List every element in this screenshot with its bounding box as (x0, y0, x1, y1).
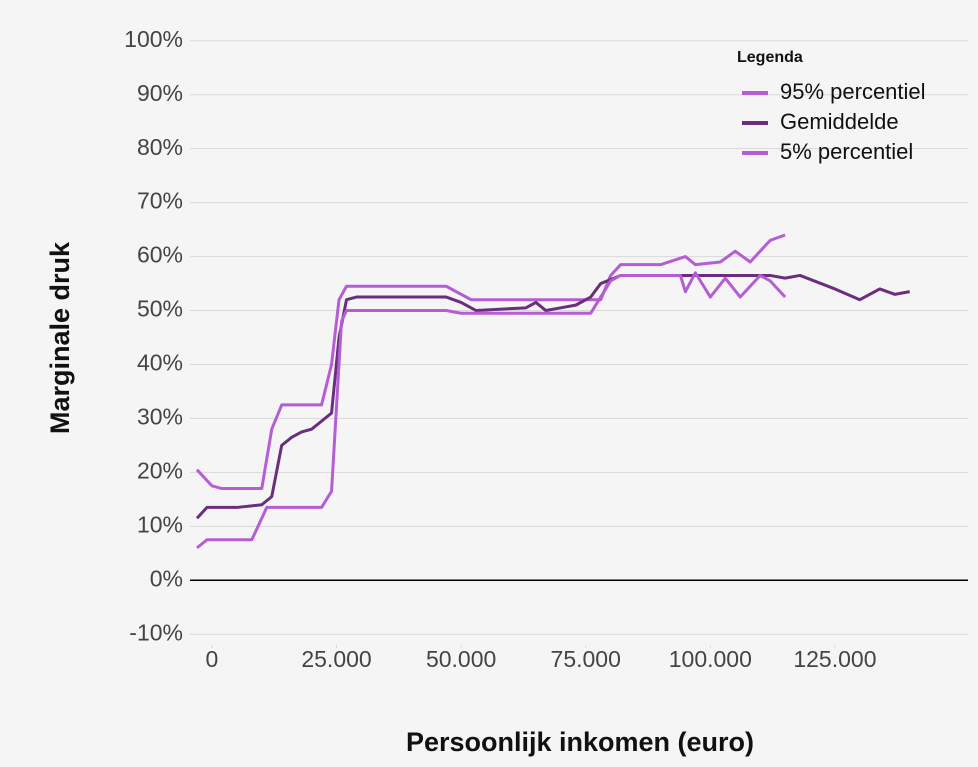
legend-label: 5% percentiel (780, 139, 913, 164)
x-tick-label: 75.000 (551, 646, 621, 672)
y-tick-label: 10% (137, 511, 183, 537)
x-tick-label: 125.000 (793, 646, 876, 672)
y-tick-label: 0% (150, 565, 183, 591)
y-tick-label: 100% (124, 26, 183, 52)
legend-title: Legenda (737, 49, 803, 66)
y-axis-label: Marginale druk (45, 241, 75, 434)
series-line (196, 271, 787, 550)
y-tick-label: 90% (137, 80, 183, 106)
y-tick-label: 20% (137, 457, 183, 483)
y-tick-label: -10% (129, 619, 183, 645)
y-tick-label: 40% (137, 350, 183, 376)
y-tick-label: 50% (137, 296, 183, 322)
x-tick-label: 50.000 (426, 646, 496, 672)
x-tick-label: 0 (206, 646, 219, 672)
series-line (195, 233, 786, 491)
y-tick-label: 80% (137, 134, 183, 160)
series-line (195, 273, 910, 520)
y-tick-label: 30% (137, 403, 183, 429)
legend-label: 95% percentiel (780, 79, 926, 104)
y-tick-label: 70% (137, 188, 183, 214)
x-tick-label: 100.000 (669, 646, 752, 672)
x-tick-label: 25.000 (301, 646, 371, 672)
x-axis-label: Persoonlijk inkomen (euro) (406, 727, 754, 757)
y-tick-label: 60% (137, 242, 183, 268)
legend-label: Gemiddelde (780, 109, 899, 134)
